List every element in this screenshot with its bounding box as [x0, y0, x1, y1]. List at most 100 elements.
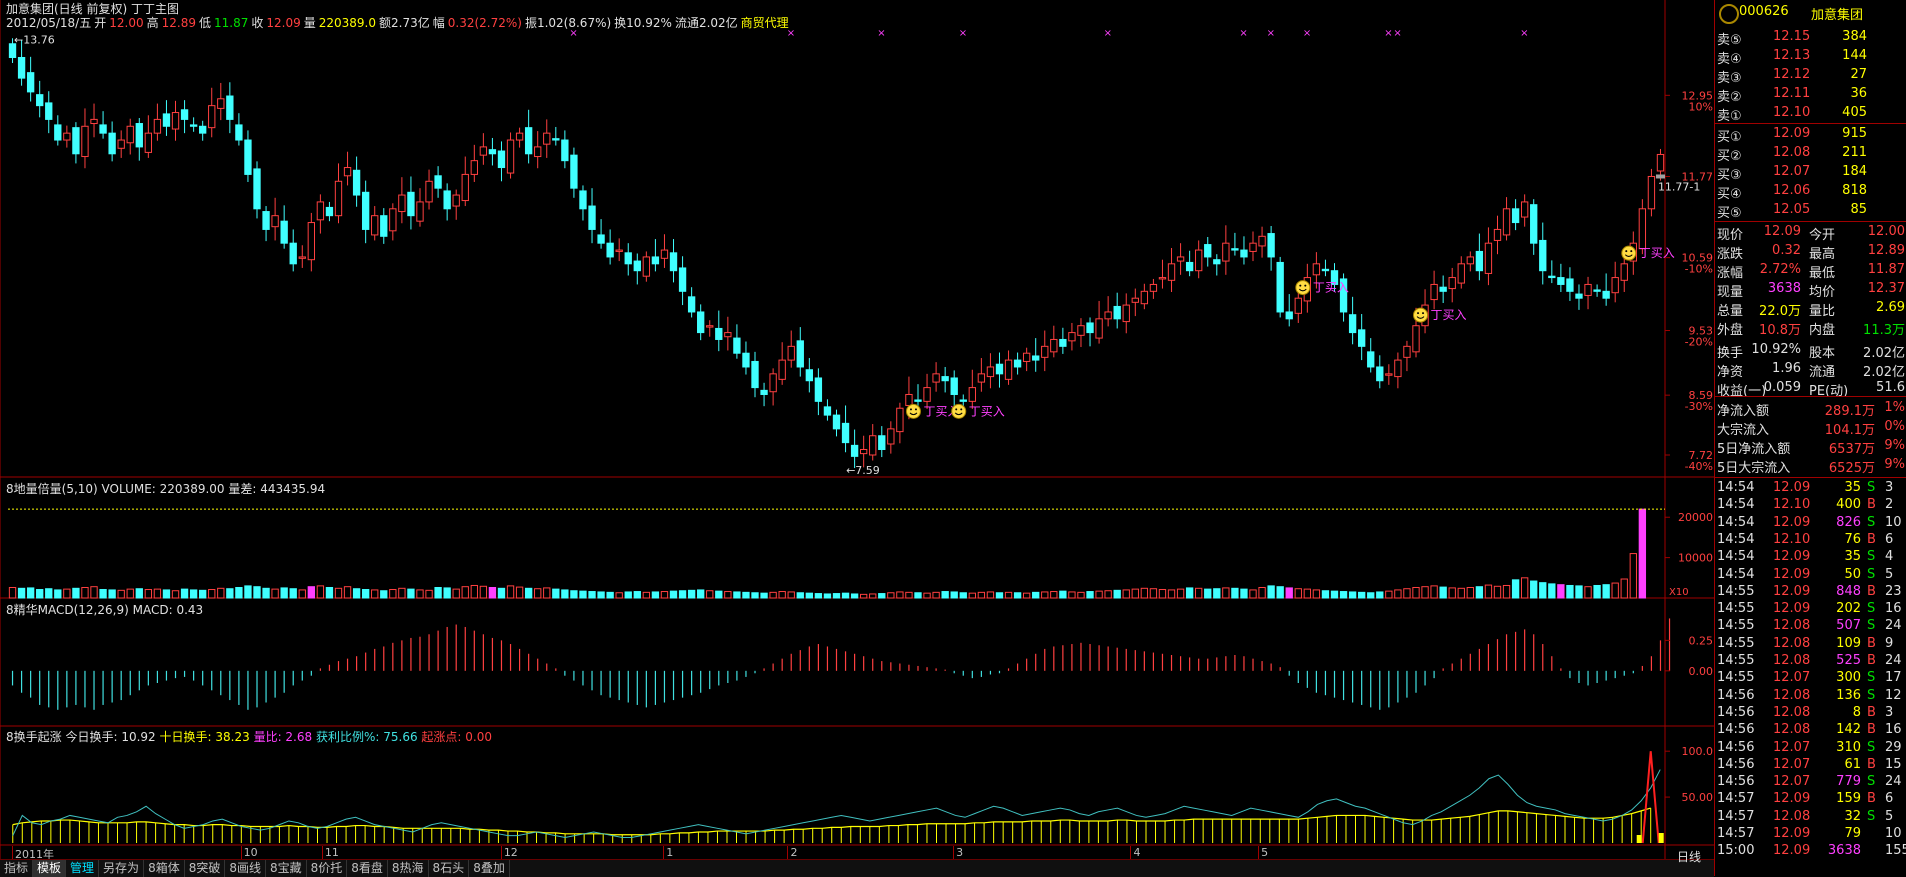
tick-volume: 779: [1836, 774, 1861, 790]
tick-price: 12.08: [1773, 704, 1811, 720]
tab-6[interactable]: 8画线: [225, 860, 266, 877]
tab-0[interactable]: 指标: [0, 860, 34, 877]
tick-time: 14:56: [1717, 722, 1755, 738]
candle-body: [1122, 304, 1130, 323]
volume-bar: [1249, 589, 1257, 599]
candle-body: [1520, 201, 1529, 218]
period-label[interactable]: 日线: [1677, 850, 1702, 864]
volume-bar: [262, 587, 270, 599]
flow-key: 大宗流入: [1717, 423, 1770, 438]
volume-bar: [805, 592, 814, 599]
candle-body: [1403, 345, 1411, 358]
tab-10[interactable]: 8热海: [388, 860, 429, 877]
info-item: 12.00: [109, 16, 144, 30]
candle-body: [398, 194, 406, 213]
bid-label: 买③: [1717, 168, 1742, 183]
tab-2[interactable]: 管理: [66, 860, 100, 877]
candle-body: [796, 340, 804, 368]
flow-row: 5日净流入额 6537万 9%: [1715, 438, 1906, 457]
volume-bar: [1511, 579, 1520, 599]
tick-volume: 310: [1836, 739, 1861, 755]
info-item: 振1.02(8.67%): [524, 16, 612, 30]
candle-body: [217, 98, 225, 109]
volume-bar: [977, 591, 986, 599]
tick-count: 24: [1885, 618, 1902, 634]
tick-row: 14:54 12.09 50 S 5: [1715, 567, 1906, 582]
stat-key: 今开: [1809, 228, 1836, 243]
volume-bar: [832, 593, 841, 599]
candle-body: [552, 138, 560, 141]
volume-bar: [914, 592, 922, 599]
tab-5[interactable]: 8突破: [185, 860, 226, 877]
candle-body: [841, 422, 850, 444]
smiley-eye: [1299, 284, 1302, 287]
stock-code: 000626: [1739, 4, 1789, 19]
tab-7[interactable]: 8宝藏: [266, 860, 307, 877]
x-marker: ×: [787, 28, 795, 39]
candle-body: [524, 127, 533, 155]
volume-value: VOLUME: 220389.00: [101, 482, 225, 496]
volume-bar: [1584, 586, 1592, 599]
bid-row: 买⑤ 12.05 85: [1715, 202, 1906, 221]
stat-row: 涨幅 2.72% 最低 11.87: [1715, 262, 1906, 281]
ask-volume: 144: [1842, 48, 1867, 63]
volume-bar: [1493, 585, 1502, 599]
volume-bar: [697, 589, 705, 599]
tick-price: 12.08: [1773, 618, 1811, 634]
tick-time: 14:57: [1717, 826, 1755, 841]
tab-9[interactable]: 8看盘: [347, 860, 388, 877]
tick-volume: 35: [1844, 549, 1861, 565]
volume-bar: [217, 587, 225, 599]
candle-body: [1176, 256, 1185, 262]
tab-4[interactable]: 8箱体: [144, 860, 185, 877]
tab-8[interactable]: 8价托: [307, 860, 348, 877]
volume-bar: [271, 588, 279, 599]
volume-bar: [1367, 592, 1375, 599]
tab-3[interactable]: 另存为: [99, 860, 145, 877]
candle-body: [389, 208, 397, 232]
candle-body: [1158, 277, 1167, 280]
tab-1[interactable]: 模板: [33, 860, 67, 877]
volume-bar: [1539, 582, 1547, 599]
volume-bar: [208, 589, 216, 599]
tab-12[interactable]: 8叠加: [469, 860, 510, 877]
tick-price: 12.08: [1773, 808, 1811, 824]
candle-body: [180, 109, 189, 120]
candle-body: [1267, 233, 1275, 258]
stat-key: 换手: [1717, 346, 1744, 361]
candle-body: [1575, 293, 1583, 299]
ask-row: 卖② 12.11 36: [1715, 86, 1906, 105]
bottom-tab-bar: 指标 模板 管理 另存为 8箱体 8突破 8画线 8宝藏 8价托 8看盘 8热海 8石头 8叠加: [0, 859, 1714, 877]
candle-body: [352, 169, 361, 196]
candle-body: [271, 215, 279, 228]
tick-volume: 3638: [1827, 843, 1861, 859]
tick-volume: 525: [1836, 653, 1861, 668]
bid-label: 买②: [1717, 149, 1742, 164]
tick-count: 9: [1885, 635, 1894, 651]
flow-row: 大宗流入 104.1万 0%: [1715, 419, 1906, 438]
volume-bar: [570, 590, 578, 599]
tick-side: S: [1867, 480, 1876, 495]
volume-bar: [398, 587, 406, 599]
candle-body: [986, 366, 995, 378]
x-marker: ×: [1393, 28, 1401, 39]
tick-price: 12.08: [1773, 635, 1811, 651]
x-marker: ×: [1384, 28, 1392, 39]
candle-body: [1548, 275, 1556, 279]
tick-side: S: [1867, 670, 1876, 686]
today-turnover-line: [12, 769, 1661, 839]
tick-time: 14:57: [1717, 808, 1755, 824]
volume-bar: [1131, 588, 1139, 599]
volume-bar: [1484, 584, 1493, 599]
quote-header: 000626 加意集团: [1715, 4, 1906, 23]
candle-body: [588, 205, 596, 230]
tick-side: B: [1867, 756, 1876, 772]
buy-signal-label: 丁买入: [1431, 308, 1467, 322]
tick-row: 15:00 12.09 3638 155: [1715, 843, 1906, 858]
high-marker: ←13.76: [14, 34, 55, 47]
candle-body: [280, 220, 288, 244]
tab-11[interactable]: 8石头: [429, 860, 470, 877]
candle-body: [923, 387, 931, 402]
volume-bar: [470, 584, 478, 599]
